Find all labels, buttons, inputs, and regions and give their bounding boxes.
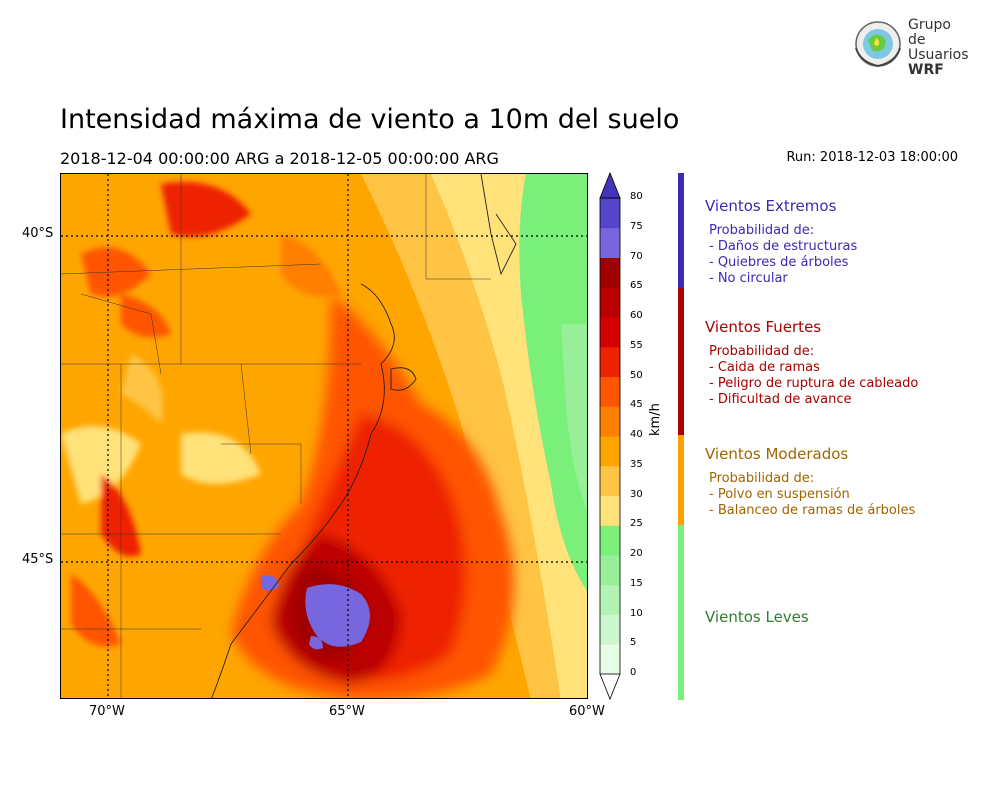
legend-moderate-line: - Balanceo de ramas de árboles — [709, 503, 916, 518]
wind-map — [60, 173, 588, 699]
legend-strong-title: Vientos Fuertes — [705, 318, 822, 336]
legend-extreme-line: - Quiebres de árboles — [709, 255, 849, 270]
colorbar-tick-label: 75 — [630, 220, 643, 232]
legend-strong-line: - Peligro de ruptura de cableado — [709, 376, 919, 391]
colorbar-segment — [600, 644, 620, 675]
colorbar-tick-label: 55 — [630, 339, 643, 351]
colorbar-tick-label: 60 — [630, 310, 643, 321]
colorbar-tick-label: 65 — [630, 280, 643, 292]
logo-line-3: WRF — [908, 62, 944, 78]
colorbar-tick-label: 0 — [630, 667, 637, 678]
colorbar — [599, 171, 621, 701]
colorbar-tick-label: 20 — [630, 548, 643, 559]
logo-text: Grupo de Usuarios WRF — [908, 18, 970, 78]
colorbar-extension-high — [599, 171, 621, 199]
legend-strong: Vientos Fuertes Probabilidad de: - Caida… — [705, 318, 918, 408]
colorbar-segment — [600, 436, 620, 467]
legend-strong-line: - Dificultad de avance — [709, 392, 852, 407]
moderate-bar — [678, 435, 684, 525]
colorbar-tick-label: 40 — [630, 429, 643, 440]
logo-line-2: Usuarios — [908, 47, 969, 63]
colorbar-frame — [599, 197, 621, 675]
legend-moderate-body: Probabilidad de: - Polvo en suspensión -… — [705, 471, 915, 519]
legend-moderate-title: Vientos Moderados — [705, 445, 849, 463]
legend-extreme-line: Probabilidad de: — [709, 223, 815, 238]
colorbar-tick-label: 25 — [630, 518, 643, 530]
wrf-logo: Grupo de Usuarios WRF — [850, 18, 970, 78]
colorbar-segment — [600, 198, 620, 229]
colorbar-segment — [600, 614, 620, 645]
legend-extreme-line: - No circular — [709, 271, 788, 286]
colorbar-segment — [600, 584, 620, 615]
legend-extreme-body: Probabilidad de: - Daños de estructuras … — [705, 223, 857, 287]
colorbar-segment — [600, 465, 620, 496]
colorbar-segment — [600, 346, 620, 377]
extreme-bar — [678, 173, 684, 288]
colorbar-unit: km/h — [648, 403, 663, 436]
colorbar-tick-label: 15 — [630, 577, 643, 589]
legend-moderate: Vientos Moderados Probabilidad de: - Pol… — [705, 445, 915, 519]
legend-extreme-title: Vientos Extremos — [705, 197, 837, 215]
colorbar-tick-label: 10 — [630, 607, 643, 619]
colorbar-tick-label: 45 — [630, 399, 643, 411]
legend-strong-line: - Caida de ramas — [709, 360, 820, 375]
logo-line-1: Grupo de — [908, 17, 951, 48]
lat-label-40s: 40°S — [22, 226, 54, 241]
colorbar-segment — [600, 555, 620, 586]
legend-extreme-line: - Daños de estructuras — [709, 239, 858, 254]
colorbar-segment — [600, 406, 620, 437]
lon-label-65w: 65°W — [329, 704, 365, 719]
legend-light-title: Vientos Leves — [705, 608, 809, 626]
legend-light: Vientos Leves — [705, 608, 809, 626]
legend-moderate-line: - Polvo en suspensión — [709, 487, 850, 502]
lon-label-70w: 70°W — [89, 704, 125, 719]
colorbar-segment — [600, 525, 620, 556]
colorbar-extension-low — [599, 673, 621, 701]
colorbar-tick-label: 80 — [630, 191, 643, 202]
light-bar — [678, 525, 684, 700]
colorbar-tick-label: 70 — [630, 250, 643, 262]
date-range: 2018-12-04 00:00:00 ARG a 2018-12-05 00:… — [60, 149, 499, 168]
run-timestamp: Run: 2018-12-03 18:00:00 — [786, 150, 958, 165]
colorbar-segment — [600, 317, 620, 348]
colorbar-segment — [600, 376, 620, 407]
lat-label-45s: 45°S — [22, 552, 54, 567]
colorbar-segment — [600, 287, 620, 318]
lon-label-60w: 60°W — [569, 704, 605, 719]
globe-emblem-icon — [855, 21, 901, 68]
strong-bar — [678, 288, 684, 435]
legend-extreme: Vientos Extremos Probabilidad de: - Daño… — [705, 197, 857, 287]
colorbar-tick-label: 35 — [630, 458, 643, 470]
colorbar-tick-label: 30 — [630, 488, 643, 500]
colorbar-tick-label: 5 — [630, 637, 637, 649]
legend-strong-line: Probabilidad de: — [709, 344, 815, 359]
colorbar-segment — [600, 495, 620, 526]
colorbar-segment — [600, 227, 620, 258]
colorbar-segment — [600, 257, 620, 288]
wind-field — [61, 174, 587, 698]
legend-strong-body: Probabilidad de: - Caida de ramas - Peli… — [705, 344, 918, 408]
legend-moderate-line: Probabilidad de: — [709, 471, 815, 486]
colorbar-tick-label: 50 — [630, 369, 643, 381]
map-title: Intensidad máxima de viento a 10m del su… — [60, 104, 680, 135]
